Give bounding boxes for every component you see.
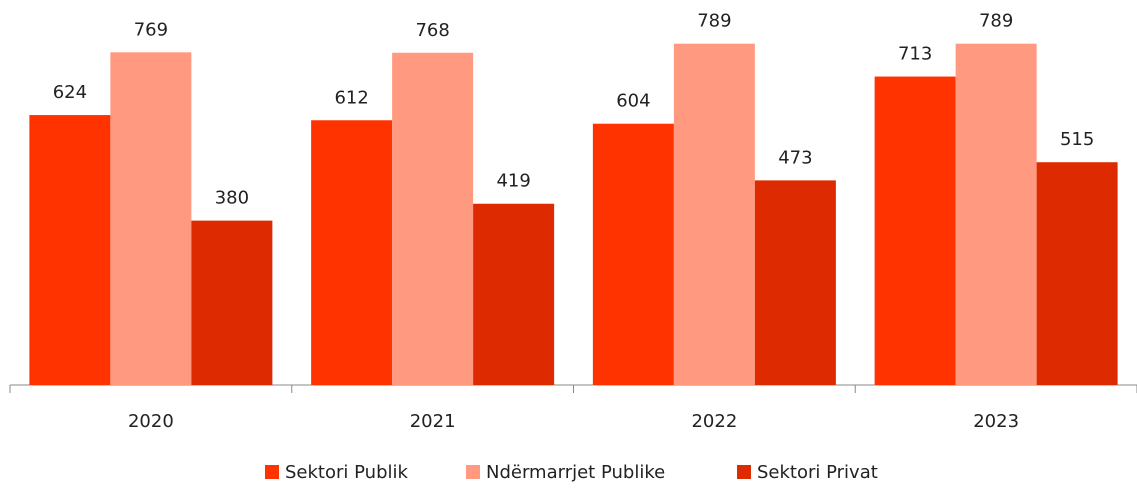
x-tick-label: 2023 [973,411,1019,432]
x-tick-label: 2020 [128,411,174,432]
value-label: 473 [778,147,812,168]
bar [29,115,111,385]
legend-swatch [466,465,480,479]
value-label: 789 [979,11,1013,32]
bar [1036,162,1118,385]
legend-label: Ndërmarrjet Publike [486,462,665,483]
value-label: 419 [496,171,530,192]
value-label: 612 [334,87,368,108]
bar [592,123,674,385]
value-label: 768 [415,20,449,41]
value-label: 789 [697,11,731,32]
bar [311,120,393,386]
bar [673,43,755,385]
value-label: 769 [134,19,168,40]
value-label: 515 [1060,129,1094,150]
bar [473,203,555,385]
bar [754,180,836,385]
value-label: 624 [53,82,87,103]
legend-swatch [265,465,279,479]
bar [392,52,474,386]
value-label: 380 [215,188,249,209]
bar [955,43,1037,385]
value-label: 604 [616,91,650,112]
legend-swatch [737,465,751,479]
x-tick-label: 2022 [691,411,737,432]
legend-label: Sektori Publik [285,462,408,483]
bar [191,220,273,385]
x-tick-label: 2021 [410,411,456,432]
legend-label: Sektori Privat [757,462,878,483]
bar [874,76,956,385]
value-label: 713 [898,44,932,65]
bar [110,52,192,385]
